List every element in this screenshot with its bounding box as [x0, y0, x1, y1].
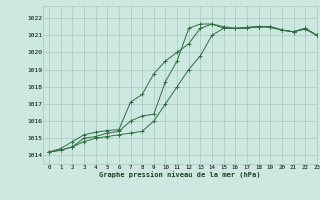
X-axis label: Graphe pression niveau de la mer (hPa): Graphe pression niveau de la mer (hPa)	[99, 171, 261, 178]
